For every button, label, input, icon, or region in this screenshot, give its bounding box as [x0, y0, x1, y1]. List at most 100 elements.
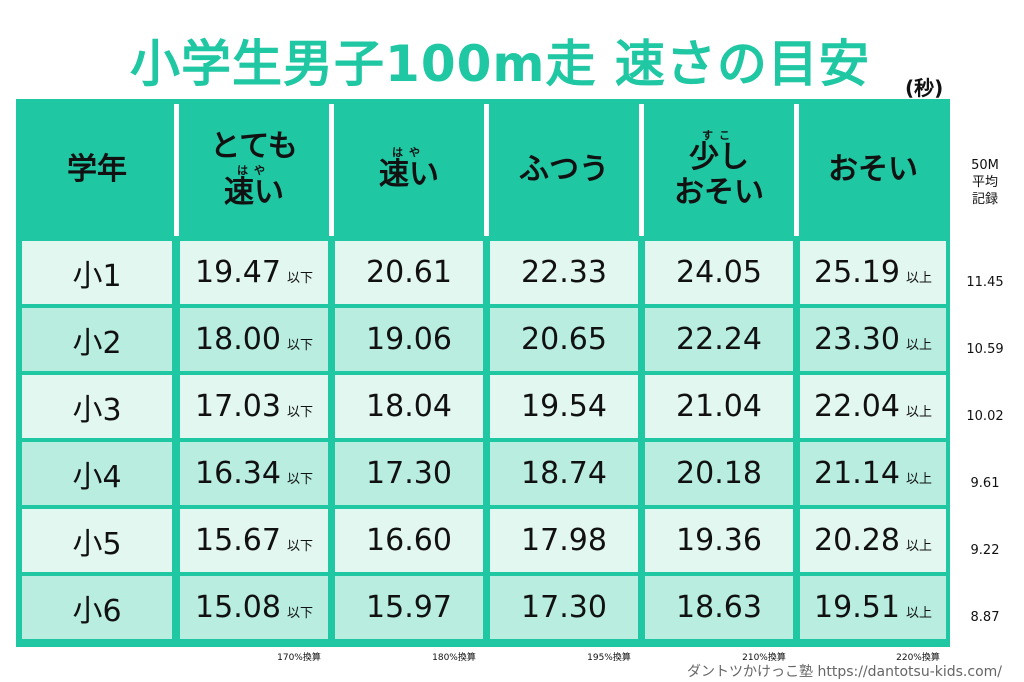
suffix: 以下	[286, 271, 313, 286]
header-text: 学年	[67, 151, 127, 187]
value-cell: 16.60	[335, 509, 483, 572]
ruby: はや	[392, 146, 426, 160]
value: 20.65	[521, 322, 607, 357]
column-separator	[639, 104, 644, 236]
suffix: 以下	[286, 539, 313, 554]
value-cell: 15.97	[335, 576, 483, 639]
value-cell: 17.98	[490, 509, 638, 572]
header-text: おそい	[674, 174, 764, 210]
grade: 小6	[72, 593, 122, 629]
header-cell: すこ 少し おそい	[645, 104, 793, 236]
column-separator	[329, 104, 334, 236]
value: 17.98	[521, 523, 607, 558]
value-cell: 21.04	[645, 375, 793, 438]
value-cell: 18.74	[490, 442, 638, 505]
value: 19.54	[521, 389, 607, 424]
grade-cell: 小4	[22, 442, 172, 505]
unit: (秒)	[905, 76, 944, 100]
side-header-text: 記録	[971, 191, 998, 207]
header-text: 速い	[379, 157, 439, 193]
value-cell: 22.24	[645, 308, 793, 371]
column-separator	[794, 104, 799, 236]
value: 18.04	[366, 389, 452, 424]
value: 17.30	[366, 456, 452, 491]
conversion-note: 180%換算	[432, 653, 476, 663]
suffix: 以上	[905, 606, 932, 621]
header-text: おそい	[828, 151, 918, 187]
value: 18.63	[676, 590, 762, 625]
avg-50m: 9.61	[970, 476, 1000, 491]
suffix: 以下	[286, 472, 313, 487]
grade-cell: 小1	[22, 241, 172, 304]
value-cell: 15.08 以下	[180, 576, 328, 639]
value: 22.24	[676, 322, 762, 357]
value: 25.19	[814, 255, 900, 290]
header-text: 少し	[689, 140, 749, 175]
grade: 小2	[72, 325, 122, 361]
value-cell: 24.05	[645, 241, 793, 304]
value: 22.04	[814, 389, 900, 424]
value: 24.05	[676, 255, 762, 290]
value-cell: 22.04 以上	[800, 375, 946, 438]
header-cell: ふつう	[490, 104, 638, 236]
value-cell: 16.34 以下	[180, 442, 328, 505]
value: 20.61	[366, 255, 452, 290]
grade: 小3	[72, 392, 122, 428]
avg-50m: 10.02	[966, 409, 1004, 424]
value-cell: 23.30 以上	[800, 308, 946, 371]
value: 21.14	[814, 456, 900, 491]
suffix: 以下	[286, 338, 313, 353]
value-cell: 20.18	[645, 442, 793, 505]
header-cell: 学年	[22, 104, 172, 236]
value-cell: 18.63	[645, 576, 793, 639]
grade-cell: 小3	[22, 375, 172, 438]
value: 16.60	[366, 523, 452, 558]
grade-cell: 小5	[22, 509, 172, 572]
value: 19.36	[676, 523, 762, 558]
suffix: 以上	[905, 472, 932, 487]
column-separator	[484, 104, 489, 236]
title: 小学生男子100m走 速さの目安	[130, 35, 870, 93]
avg-50m: 8.87	[970, 610, 1000, 625]
avg-50m: 11.45	[966, 275, 1004, 290]
credit: ダントツかけっこ塾 https://dantotsu-kids.com/	[687, 664, 1002, 680]
header-cell: とても はや 速い	[180, 104, 328, 236]
suffix: 以下	[286, 405, 313, 420]
value: 17.03	[195, 389, 281, 424]
value: 19.06	[366, 322, 452, 357]
header-cell: おそい	[800, 104, 946, 236]
grade-cell: 小2	[22, 308, 172, 371]
suffix: 以下	[286, 606, 313, 621]
value-cell: 18.00 以下	[180, 308, 328, 371]
avg-50m: 10.59	[966, 342, 1004, 357]
value-cell: 17.03 以下	[180, 375, 328, 438]
value-cell: 15.67 以下	[180, 509, 328, 572]
value-cell: 19.47 以下	[180, 241, 328, 304]
side-header-text: 平均	[971, 174, 998, 190]
header-text: ふつう	[519, 151, 609, 187]
value: 18.00	[195, 322, 281, 357]
value-cell: 18.04	[335, 375, 483, 438]
value-cell: 19.51 以上	[800, 576, 946, 639]
ruby: すこ	[702, 129, 736, 142]
value: 20.18	[676, 456, 762, 491]
value: 18.74	[521, 456, 607, 491]
conversion-note: 220%換算	[896, 653, 940, 663]
suffix: 以上	[905, 405, 932, 420]
value: 22.33	[521, 255, 607, 290]
grade: 小5	[72, 526, 122, 562]
suffix: 以上	[905, 539, 932, 554]
suffix: 以上	[905, 338, 932, 353]
value: 15.08	[195, 590, 281, 625]
value-cell: 22.33	[490, 241, 638, 304]
side-header-text: 50M	[971, 158, 999, 173]
header-text: 速い	[224, 174, 284, 210]
conversion-note: 210%換算	[742, 653, 786, 663]
value: 15.67	[195, 523, 281, 558]
column-separator	[174, 104, 179, 236]
value: 16.34	[195, 456, 281, 491]
value: 17.30	[521, 590, 607, 625]
header-text: とても	[210, 129, 298, 164]
suffix: 以上	[905, 271, 932, 286]
